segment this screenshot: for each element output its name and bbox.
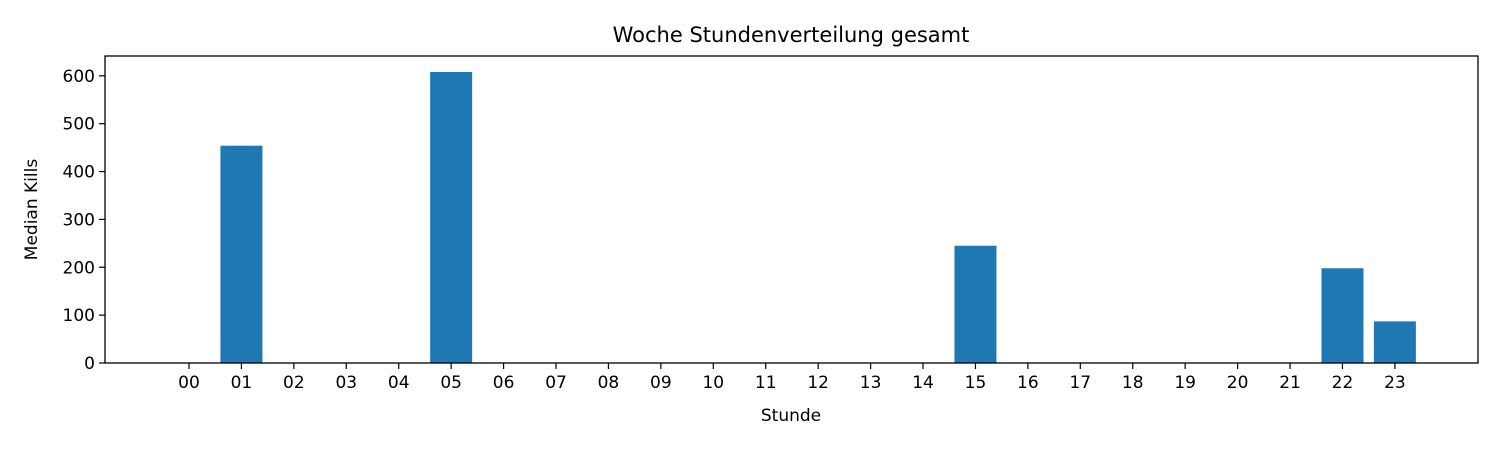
x-tick-label-20: 20 — [1227, 373, 1249, 393]
x-tick-label-14: 14 — [912, 373, 934, 393]
x-tick-label-06: 06 — [493, 373, 515, 393]
x-tick-label-04: 04 — [388, 373, 410, 393]
x-tick-label-17: 17 — [1069, 373, 1091, 393]
x-tick-label-08: 08 — [598, 373, 620, 393]
bar-22 — [1321, 268, 1364, 363]
x-tick-label-16: 16 — [1017, 373, 1039, 393]
x-tick-label-21: 21 — [1279, 373, 1301, 393]
bar-01 — [220, 145, 263, 363]
x-tick-label-10: 10 — [702, 373, 724, 393]
x-axis-ticks: 00 01 02 03 04 05 06 07 08 09 10 11 12 13 14 15 16 17 18 19… — [178, 363, 1406, 393]
bar-15 — [954, 245, 997, 363]
y-tick-label-400: 400 — [63, 163, 95, 183]
x-tick-label-13: 13 — [860, 373, 882, 393]
x-tick-label-00: 00 — [178, 373, 200, 393]
x-tick-label-23: 23 — [1384, 373, 1406, 393]
x-tick-label-15: 15 — [965, 373, 987, 393]
y-axis-ticks: 0 100 200 300 400 500 600 — [63, 67, 105, 374]
x-tick-label-02: 02 — [283, 373, 305, 393]
x-tick-label-03: 03 — [335, 373, 357, 393]
x-tick-label-19: 19 — [1174, 373, 1196, 393]
x-tick-label-01: 01 — [231, 373, 253, 393]
x-tick-label-09: 09 — [650, 373, 672, 393]
y-tick-label-200: 200 — [63, 258, 95, 278]
x-tick-label-12: 12 — [807, 373, 829, 393]
y-tick-label-100: 100 — [63, 306, 95, 326]
bars-group — [220, 72, 1416, 363]
y-tick-label-600: 600 — [63, 67, 95, 87]
y-tick-label-0: 0 — [84, 354, 95, 374]
x-axis-label: Stunde — [761, 406, 821, 426]
plot-frame — [104, 55, 1479, 364]
y-axis-label: Median Kills — [22, 159, 42, 261]
x-tick-label-11: 11 — [755, 373, 777, 393]
chart-title: Woche Stundenverteilung gesamt — [613, 23, 970, 47]
bar-23 — [1373, 321, 1416, 363]
y-tick-label-300: 300 — [63, 210, 95, 230]
x-tick-label-05: 05 — [440, 373, 462, 393]
x-tick-label-07: 07 — [545, 373, 567, 393]
x-tick-label-22: 22 — [1332, 373, 1354, 393]
y-tick-label-500: 500 — [63, 115, 95, 135]
x-tick-label-18: 18 — [1122, 373, 1144, 393]
bar-05 — [430, 72, 473, 363]
